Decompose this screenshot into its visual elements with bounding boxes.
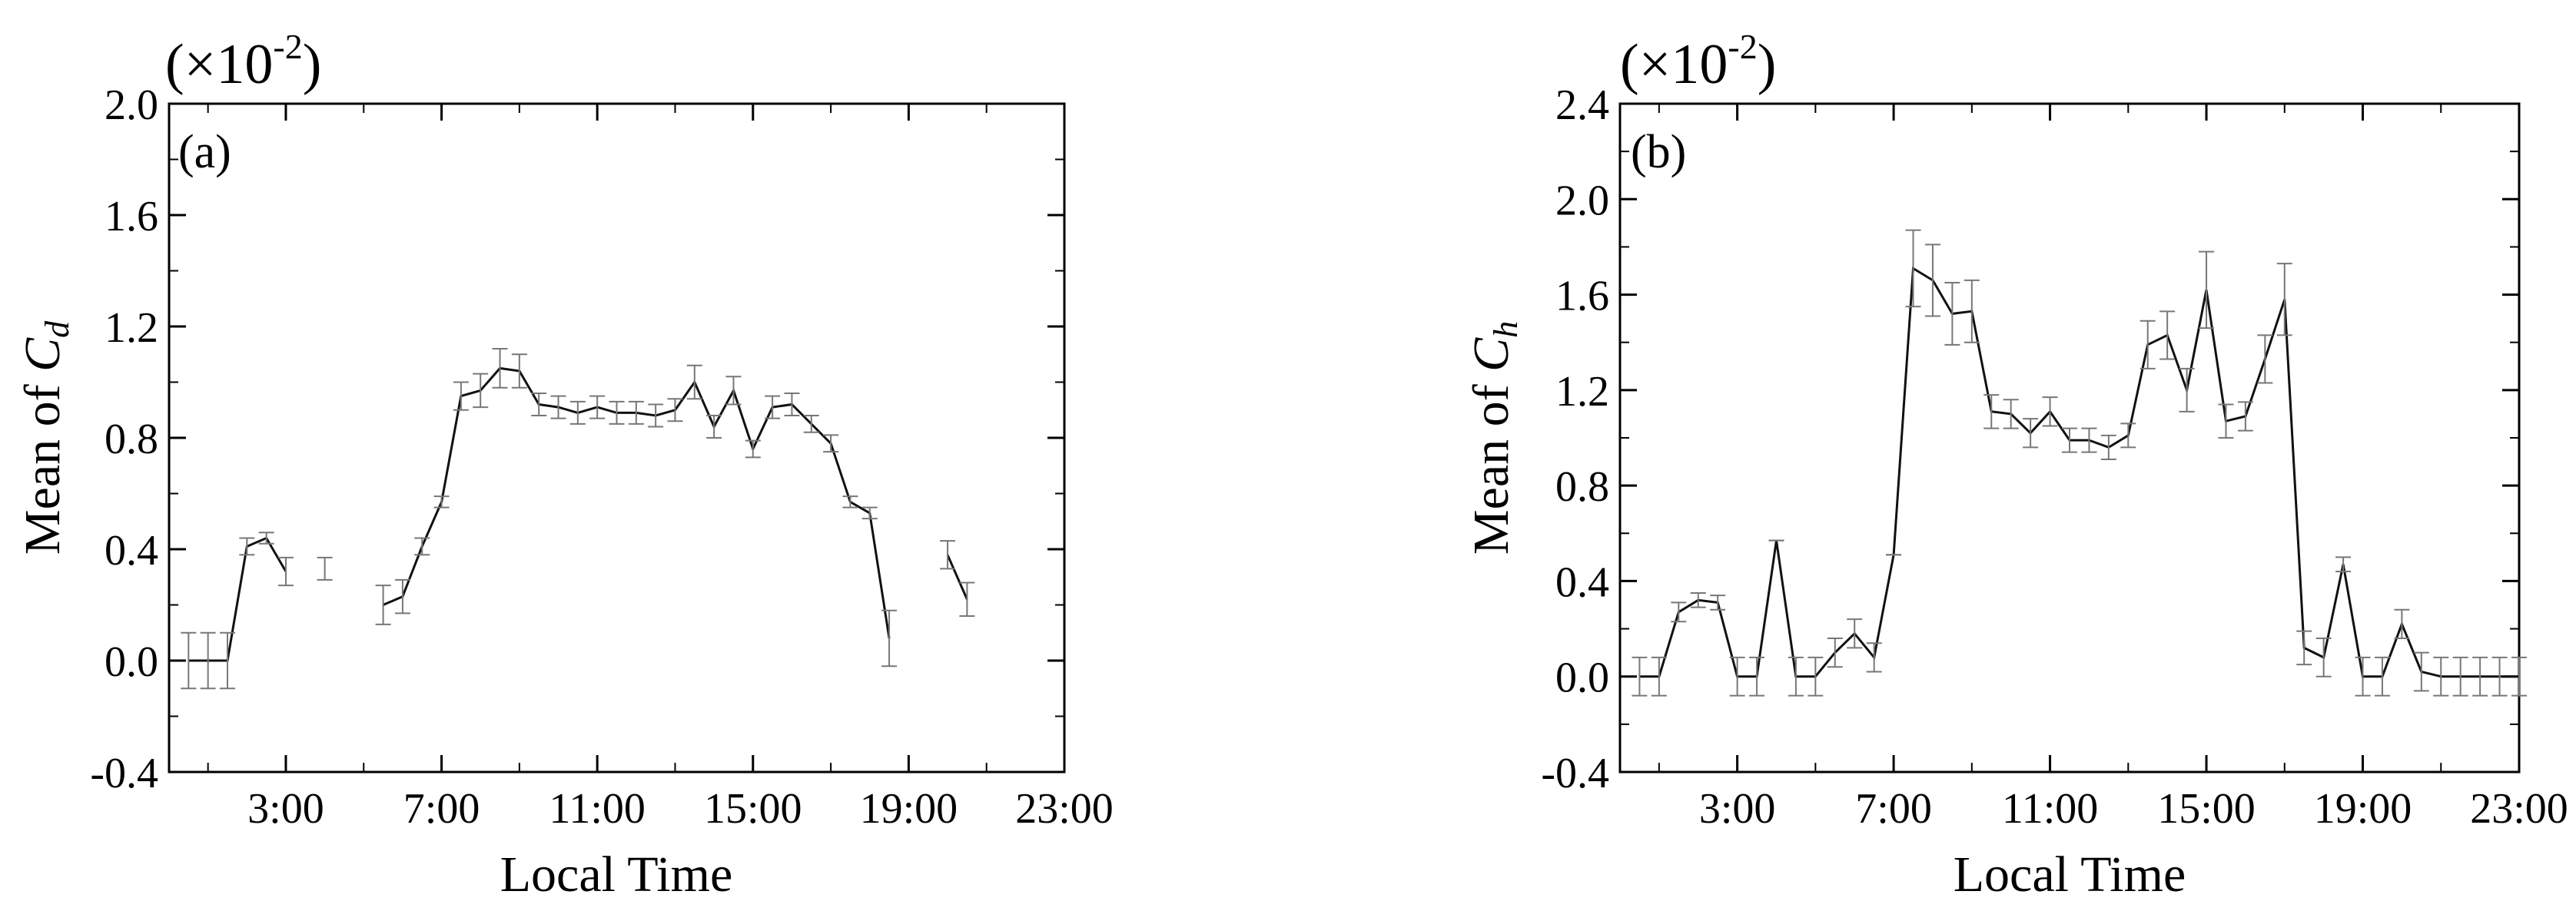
series-a (181, 348, 975, 690)
multiplier-exp-b: -2 (1728, 27, 1757, 66)
y-axis-label-prefix-a: Mean of (15, 372, 71, 555)
y-tick-label: 0.8 (1555, 463, 1609, 511)
y-tick-label: 0.4 (1555, 558, 1609, 606)
x-tick-label: 11:00 (549, 785, 645, 833)
x-tick-label: 19:00 (860, 785, 958, 833)
x-tick-label: 15:00 (704, 785, 802, 833)
x-tick-label: 23:00 (1015, 785, 1114, 833)
y-tick-label: 0.8 (105, 416, 158, 463)
multiplier-base-b: (×10 (1620, 33, 1728, 96)
x-tick-label: 15:00 (2157, 785, 2256, 833)
panel-b: -0.4 0.0 0.4 0.8 1.2 1.6 2.0 2.4 3:00 7:00 11:00 15… (1463, 27, 2568, 903)
series-line-segment (1639, 266, 2519, 678)
y-tick-label: 1.2 (1555, 368, 1609, 416)
y-tick-label: 1.6 (105, 193, 158, 240)
panel-label-a: (a) (178, 126, 231, 178)
x-tick-label: 3:00 (247, 785, 324, 833)
x-axis-label-a: Local Time (500, 846, 733, 903)
y-axis-label-a: Mean of Cd (15, 320, 76, 555)
series-b (1632, 229, 2527, 697)
y-tick-label: 2.0 (1555, 177, 1609, 224)
ticks-b: -0.4 0.0 0.4 0.8 1.2 1.6 2.0 2.4 3:00 7:00 11:00 15… (1541, 81, 2568, 833)
y-tick-label: 0.0 (1555, 654, 1609, 702)
x-tick-label: 11:00 (2002, 785, 2098, 833)
multiplier-label-a: (×10-2) (165, 27, 321, 96)
multiplier-base-a: (×10 (165, 33, 273, 96)
y-axis-label-var-b: C (1463, 337, 1519, 372)
x-tick-label: 7:00 (1855, 785, 1932, 833)
y-axis-label-var-a: C (15, 337, 71, 372)
x-tick-label: 19:00 (2314, 785, 2412, 833)
series-line-segment (188, 536, 287, 662)
y-tick-label: -0.4 (1541, 750, 1609, 797)
y-tick-label: -0.4 (90, 750, 158, 797)
x-tick-label: 3:00 (1699, 785, 1776, 833)
y-tick-label: 0.4 (105, 527, 158, 575)
plot-frame-a (168, 102, 1066, 774)
y-axis-label-prefix-b: Mean of (1463, 372, 1519, 555)
y-axis-label-sub-b: h (1487, 321, 1525, 338)
multiplier-close-b: ) (1758, 33, 1777, 96)
y-tick-label: 1.6 (1555, 273, 1609, 320)
series-line-segment (946, 554, 968, 600)
x-tick-label: 7:00 (403, 785, 480, 833)
panel-label-b: (b) (1631, 126, 1686, 178)
x-axis-label-b: Local Time (1954, 846, 2186, 903)
y-tick-label: 0.0 (105, 638, 158, 686)
multiplier-label-b: (×10-2) (1620, 27, 1776, 96)
multiplier-close-a: ) (303, 33, 322, 96)
panel-a: -0.4 0.0 0.4 0.8 1.2 1.6 2.0 3:00 7:00 11:00 15:00… (15, 27, 1114, 903)
y-axis-label-sub-a: d (38, 320, 76, 338)
y-tick-label: 2.4 (1555, 81, 1609, 129)
ticks-a: -0.4 0.0 0.4 0.8 1.2 1.6 2.0 3:00 7:00 11:00 15:00… (90, 81, 1113, 833)
multiplier-exp-a: -2 (273, 27, 302, 66)
y-axis-label-b: Mean of Ch (1463, 321, 1525, 555)
y-tick-label: 2.0 (105, 81, 158, 129)
x-tick-label: 23:00 (2470, 785, 2568, 833)
y-tick-label: 1.2 (105, 304, 158, 352)
